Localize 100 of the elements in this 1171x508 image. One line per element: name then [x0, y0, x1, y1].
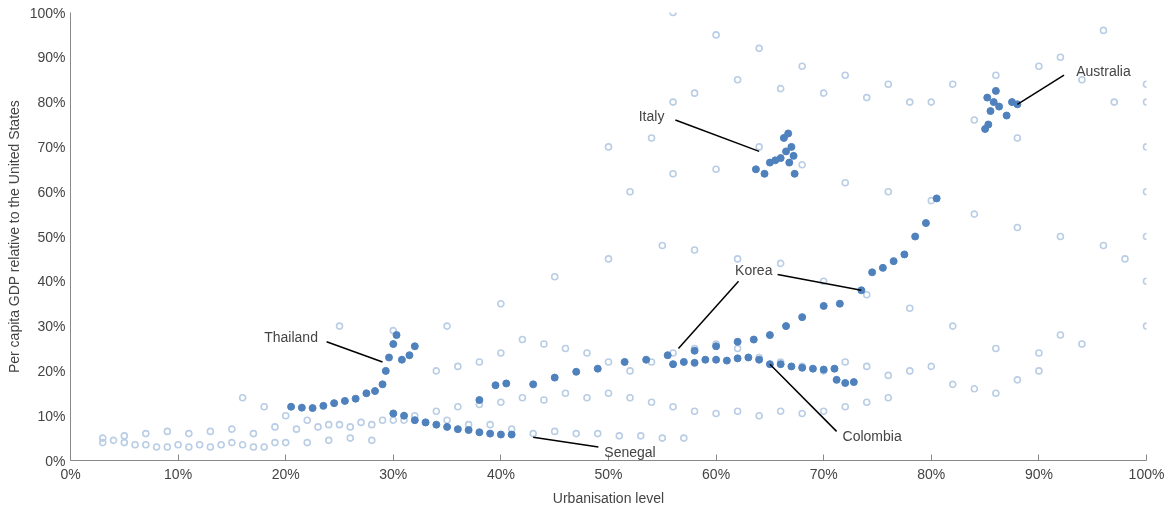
annotation: Thailand: [264, 329, 318, 346]
point: [330, 399, 339, 408]
point: [371, 387, 380, 396]
x-tick-label: 20%: [271, 465, 300, 482]
annotation: Korea: [735, 262, 773, 279]
point: [410, 416, 419, 425]
point: [389, 340, 398, 349]
point: [722, 356, 731, 365]
point: [819, 301, 828, 310]
point: [986, 107, 995, 116]
x-tick-label: 60%: [702, 465, 731, 482]
point: [849, 378, 858, 387]
x-axis-title: Urbanisation level: [552, 489, 665, 506]
point: [900, 250, 909, 259]
x-tick-label: 10%: [164, 465, 193, 482]
point: [808, 364, 817, 373]
point: [765, 331, 774, 340]
annotation: Italy: [638, 107, 665, 124]
point: [749, 335, 758, 344]
point: [400, 411, 409, 420]
y-tick-label: 90%: [37, 49, 66, 66]
point: [620, 357, 629, 366]
x-tick-label: 70%: [809, 465, 838, 482]
point: [397, 355, 406, 364]
point: [475, 428, 484, 437]
point: [669, 360, 678, 369]
point: [712, 355, 721, 364]
point: [405, 351, 414, 360]
x-tick-label: 30%: [379, 465, 408, 482]
point: [991, 86, 1000, 95]
point: [385, 353, 393, 362]
point: [572, 367, 581, 376]
annotation: Australia: [1076, 62, 1131, 79]
x-tick-label: 100%: [1128, 465, 1165, 482]
point: [921, 219, 930, 228]
y-tick-label: 60%: [37, 183, 66, 200]
point: [529, 380, 538, 389]
point: [832, 375, 841, 384]
point: [789, 151, 798, 160]
point: [1002, 111, 1011, 120]
point: [491, 381, 500, 390]
x-tick-label: 40%: [486, 465, 515, 482]
point: [784, 129, 793, 138]
point: [841, 379, 850, 387]
point: [690, 358, 699, 367]
point: [410, 342, 419, 351]
point: [932, 194, 941, 203]
point: [486, 429, 495, 438]
point: [981, 124, 990, 133]
point: [502, 379, 511, 388]
point: [432, 420, 441, 429]
point: [378, 380, 387, 389]
y-tick-label: 40%: [37, 273, 66, 290]
point: [790, 169, 799, 178]
point: [878, 263, 887, 272]
point: [787, 362, 796, 371]
point: [507, 430, 516, 439]
point: [679, 357, 688, 366]
point: [798, 313, 807, 322]
point: [733, 354, 742, 363]
point: [362, 389, 371, 398]
point: [443, 422, 452, 431]
point: [889, 257, 898, 266]
point: [475, 396, 484, 405]
point: [701, 355, 710, 364]
y-tick-label: 70%: [37, 138, 66, 155]
point: [983, 93, 992, 102]
point: [287, 402, 296, 411]
point: [297, 403, 306, 412]
point: [782, 322, 791, 331]
point: [663, 351, 672, 360]
annotation: Senegal: [604, 443, 656, 460]
point: [308, 404, 317, 413]
point: [835, 299, 844, 308]
point: [392, 331, 401, 340]
x-tick-label: 50%: [594, 465, 623, 482]
point: [776, 154, 785, 163]
point: [785, 158, 794, 167]
x-tick-label: 90%: [1024, 465, 1053, 482]
point: [319, 401, 328, 410]
point: [550, 373, 559, 382]
point: [911, 232, 920, 241]
y-tick-label: 80%: [37, 94, 66, 111]
point: [496, 430, 505, 439]
point: [751, 165, 760, 174]
point: [733, 337, 742, 346]
point: [760, 169, 769, 178]
y-tick-label: 100%: [29, 4, 66, 21]
x-tick-label: 80%: [917, 465, 946, 482]
point: [389, 409, 398, 418]
point: [830, 364, 839, 373]
point: [787, 142, 796, 151]
point: [782, 147, 791, 156]
y-tick-label: 10%: [37, 407, 66, 424]
point: [744, 353, 753, 362]
annotation: Colombia: [842, 427, 902, 444]
point: [340, 396, 349, 405]
point: [351, 394, 360, 403]
y-tick-label: 30%: [37, 318, 66, 335]
point: [593, 364, 602, 373]
